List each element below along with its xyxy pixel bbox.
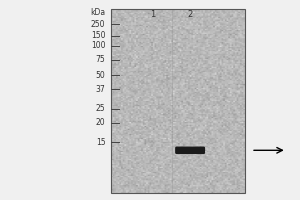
Text: 150: 150 <box>91 31 105 40</box>
Text: kDa: kDa <box>90 8 105 17</box>
Text: 50: 50 <box>96 71 105 80</box>
Text: 20: 20 <box>96 118 105 127</box>
Text: 25: 25 <box>96 104 105 113</box>
Text: 37: 37 <box>96 85 105 94</box>
FancyBboxPatch shape <box>176 147 204 153</box>
Text: 100: 100 <box>91 41 105 50</box>
Text: 15: 15 <box>96 138 105 147</box>
Text: 1: 1 <box>150 10 156 19</box>
Bar <box>111 9 245 193</box>
Text: 2: 2 <box>188 10 193 19</box>
Text: 250: 250 <box>91 20 105 29</box>
Text: 75: 75 <box>96 55 105 64</box>
